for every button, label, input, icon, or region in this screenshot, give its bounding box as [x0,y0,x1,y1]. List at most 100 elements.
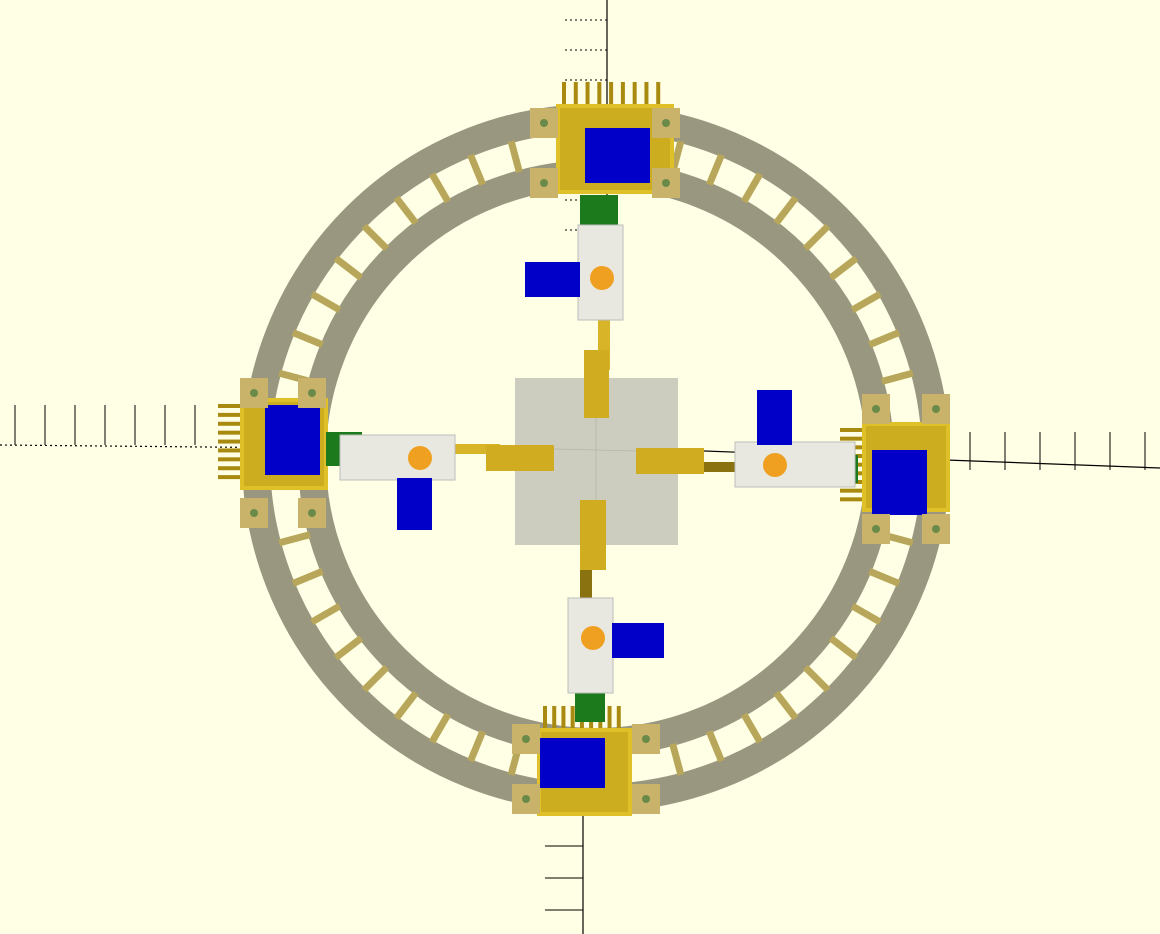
ring-strut [467,730,486,763]
gear-tooth [597,82,602,106]
plate-bolt [540,179,548,187]
ring-strut [773,690,799,721]
gear-tooth [840,436,864,441]
gear-tooth [218,448,242,453]
arm-left-clamp [486,445,554,471]
drive-motor [265,405,320,475]
drive-motor [585,128,650,183]
gear-tooth [218,430,242,435]
guide-rail [339,434,456,481]
ring-strut [868,329,901,348]
ring-strut [310,290,342,314]
ring-strut [850,602,882,626]
ring-strut [706,153,725,186]
ring-strut [850,290,882,314]
pinion-gear [408,446,432,470]
gear-tooth [632,82,637,106]
ring-strut [881,369,914,385]
carriage-right [734,390,856,488]
pinion-gear [581,626,605,650]
module-bottom [537,706,632,816]
gear-tooth [562,82,566,106]
ring-strut [868,568,901,587]
gear-tooth [570,706,575,730]
ring-strut [507,140,523,173]
ring-strut [773,195,799,226]
gear-tooth [561,706,566,730]
ring-strut [333,635,364,661]
arm-bottom-clamp [580,500,606,570]
carriage-bottom [567,597,664,694]
gear-tooth [840,497,864,502]
gear-tooth [656,82,661,106]
plate-bolt [308,509,316,517]
ring-strut [802,223,831,252]
plate-bolt [540,119,548,127]
gear-tooth [607,706,612,730]
plate-bolt [932,525,940,533]
carriage-motor [397,478,432,530]
ring-strut [333,255,364,281]
drive-motor [540,738,605,788]
ring-strut [291,568,324,587]
carriage-motor [757,390,792,445]
ring-strut [669,743,685,776]
ring-strut [467,153,486,186]
carriage-motor [525,262,580,297]
plate-bolt [872,525,880,533]
plate-bolt [250,389,258,397]
ring-strut [740,172,764,204]
plate-bolt [250,509,258,517]
gear-tooth [218,412,242,417]
ring-strut [428,172,452,204]
gear-tooth [840,488,864,493]
arm-top-clamp [584,350,609,418]
gear-tooth [644,82,649,106]
ring-strut [828,255,859,281]
plate-bolt [308,389,316,397]
gear-tooth [840,428,864,432]
ring-strut [291,329,324,348]
gear-tooth [218,439,242,444]
gear-tooth [218,404,242,408]
ring-strut [361,664,390,693]
gear-tooth [218,466,242,471]
gear-tooth [218,421,242,426]
ring-strut [278,531,311,547]
plate-bolt [642,735,650,743]
ring-strut [428,712,452,744]
plate-bolt [642,795,650,803]
gear-tooth [573,82,578,106]
ring-strut [393,195,419,226]
carriage-left [339,434,456,530]
plate-bolt [872,405,880,413]
module-left [218,398,328,490]
plate-bolt [522,735,530,743]
gear-tooth [609,82,614,106]
plate-bolt [662,119,670,127]
gear-tooth [620,82,625,106]
ring-strut [393,690,419,721]
ring-strut [740,712,764,744]
module-top [556,82,674,194]
drive-motor [872,450,927,515]
plate-bolt [662,179,670,187]
ring-strut [310,602,342,626]
carriage-motor [612,623,664,658]
shaft-coupler [575,690,605,722]
carriage-top [525,224,624,321]
gear-tooth [543,706,547,730]
gear-tooth [218,457,242,462]
gear-tooth [585,82,590,106]
ring-strut [828,635,859,661]
gear-tooth [218,475,242,480]
ring-struts [278,140,914,776]
shaft-coupler [580,195,618,227]
arm-left [430,444,500,454]
x-axis-negative [0,444,516,451]
ring-strut [802,664,831,693]
gear-tooth [616,706,621,730]
pinion-gear [590,266,614,290]
